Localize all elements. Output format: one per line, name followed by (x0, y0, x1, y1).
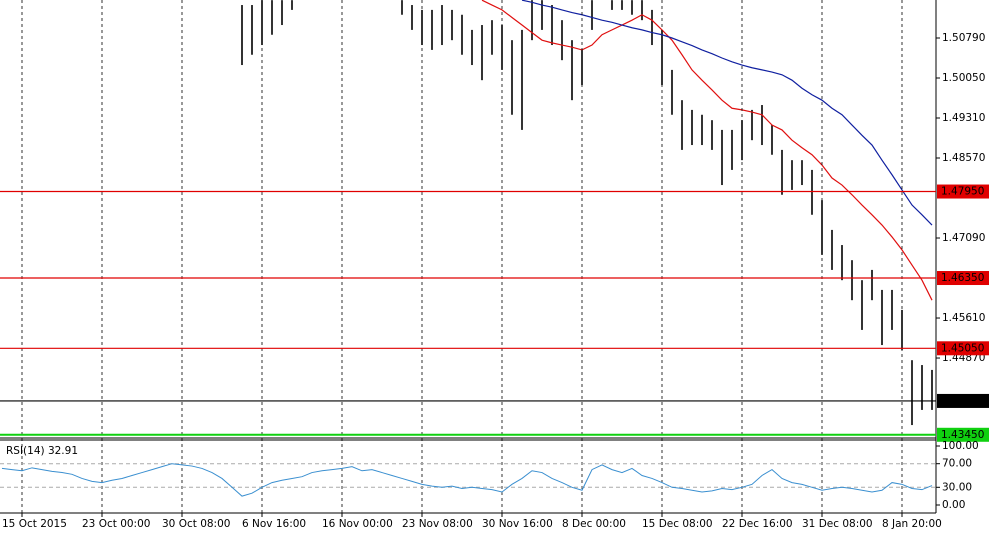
x-tick-label: 23 Oct 00:00 (82, 518, 150, 530)
price-panel (241, 0, 933, 426)
level-label: 1.47950 (941, 186, 984, 198)
x-tick-label: 15 Oct 2015 (2, 518, 67, 530)
x-tick-label: 8 Dec 00:00 (562, 518, 626, 530)
level-label: 1.43450 (941, 429, 984, 441)
y-tick-label: 30.00 (942, 481, 972, 493)
x-tick-label: 31 Dec 08:00 (802, 518, 873, 530)
moving-average (481, 0, 933, 301)
y-tick-label: 0.00 (942, 499, 965, 511)
x-tick-label: 22 Dec 16:00 (722, 518, 793, 530)
moving-average (521, 0, 933, 226)
x-tick-label: 6 Nov 16:00 (242, 518, 306, 530)
indicator-title: RSI(14) 32.91 (6, 445, 78, 457)
y-tick-label: 70.00 (942, 458, 972, 470)
axes: 15 Oct 2015 23 Oct 00:00 30 Oct 08:00 6 Nov… (0, 0, 989, 530)
level-label-bg (937, 393, 989, 408)
indicator-line (1, 463, 933, 497)
x-tick-label: 23 Nov 08:00 (402, 518, 473, 530)
y-tick-label: 100.00 (942, 440, 979, 452)
level-label-bg (937, 271, 989, 286)
y-tick-label: 1.47090 (942, 232, 985, 244)
y-tick-label: 1.50790 (942, 32, 985, 44)
y-tick-label: 1.48570 (942, 152, 985, 164)
y-tick-label: 1.45610 (942, 312, 985, 324)
x-tick-label: 8 Jan 20:00 (882, 518, 942, 530)
x-tick-label: 30 Oct 08:00 (162, 518, 230, 530)
x-tick-label: 30 Nov 16:00 (482, 518, 553, 530)
level-label-bg (937, 184, 989, 199)
y-tick-label: 1.49310 (942, 112, 985, 124)
x-tick-label: 15 Dec 08:00 (642, 518, 713, 530)
level-label-bg (937, 427, 989, 442)
x-tick-label: 16 Nov 00:00 (322, 518, 393, 530)
y-tick-label: 1.50050 (942, 72, 985, 84)
level-label: 1.45050 (941, 342, 984, 354)
level-label: 1.44076 (941, 395, 985, 407)
level-label-bg (937, 341, 989, 356)
level-label: 1.46350 (941, 272, 984, 284)
